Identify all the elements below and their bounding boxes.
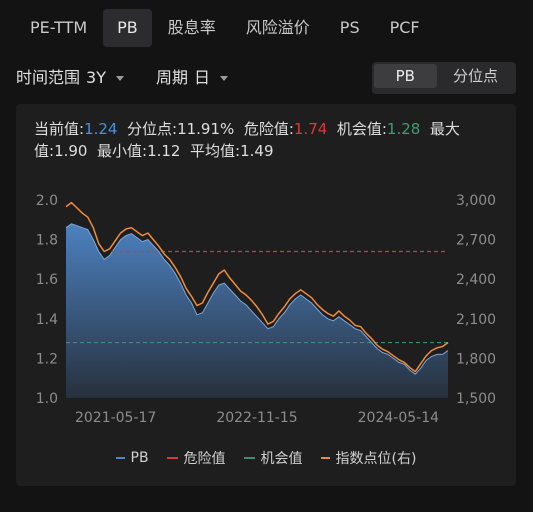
x-tick-label: 2021-05-17 [75,410,156,426]
legend-swatch-chance [243,457,255,459]
tab-ps[interactable]: PS [339,18,360,37]
y-right-tick-label: 2,100 [456,312,496,328]
y-left-tick-label: 1.6 [36,272,58,288]
period-label: 周期 [156,68,189,87]
x-tick-label: 2022-11-15 [216,410,297,426]
legend-swatch-pb [115,457,125,459]
filter-row: 时间范围 3Y 周期日 PB 分位点 [16,62,516,94]
y-left-tick-label: 2.0 [36,193,58,209]
legend-item-index: 指数点位(右) [320,448,417,468]
tab-pb[interactable]: PB [103,9,152,47]
time-range-value: 3Y [86,68,106,87]
tab-pcf[interactable]: PCF [389,18,420,37]
danger-value: 1.74 [293,120,328,138]
legend-item-danger: 危险值 [166,448,226,468]
toggle-pb[interactable]: PB [373,64,437,88]
tab-pe-ttm[interactable]: PE-TTM [30,18,88,37]
legend-label-pb: PB [130,450,149,466]
toggle-percentile[interactable]: 分位点 [452,67,498,85]
stats-summary: 当前值:1.24 分位点:11.91% 危险值:1.74 机会值:1.28 最大… [34,118,504,162]
y-left-tick-label: 1.2 [36,351,58,367]
min-value: 1.12 [147,142,181,160]
y-right-tick-label: 1,500 [456,391,496,407]
legend-swatch-index [320,457,330,459]
y-left-tick-label: 1.0 [36,391,58,407]
time-range-label: 时间范围 [16,68,81,87]
chance-label: 机会值: [336,120,387,138]
legend-item-pb: PB [115,448,149,468]
max-value: 1.90 [54,142,88,160]
current-label: 当前值: [34,120,85,138]
x-tick-label: 2024-05-14 [358,410,439,426]
min-label: 最小值: [97,142,148,160]
y-right-tick-label: 1,800 [456,351,496,367]
chevron-down-icon [115,76,124,81]
tab-dividend-yield[interactable]: 股息率 [167,18,216,37]
time-range-dropdown[interactable]: 时间范围 3Y [16,62,124,94]
danger-label: 危险值: [243,120,294,138]
y-left-tick-label: 1.8 [36,233,58,249]
legend-label-index: 指数点位(右) [335,451,417,467]
pb-area [66,223,448,398]
chart-legend: PB 危险值 机会值 指数点位(右) [16,448,516,468]
percentile-value: 11.91% [177,120,235,138]
legend-label-danger: 危险值 [183,451,226,467]
current-value: 1.24 [84,120,118,138]
percentile-label: 分位点: [127,120,178,138]
y-left-tick-label: 1.4 [36,312,58,328]
legend-label-chance: 机会值 [260,451,303,467]
tab-bar: PE-TTM PB 股息率 风险溢价 PS PCF [16,8,516,48]
y-right-tick-label: 3,000 [456,193,496,209]
avg-value: 1.49 [240,142,274,160]
period-value: 日 [194,68,211,87]
chance-value: 1.28 [386,120,421,138]
pb-chart: 1.0 1.2 1.4 1.6 1.8 2.0 1,500 1,800 2,100 2,400 2,… [36,193,496,426]
tab-risk-premium[interactable]: 风险溢价 [245,18,310,37]
y-right-tick-label: 2,700 [456,233,496,249]
chart-card: 当前值:1.24 分位点:11.91% 危险值:1.74 机会值:1.28 最大… [16,104,516,486]
index-line [65,201,449,373]
view-toggle: PB 分位点 [371,62,516,94]
period-dropdown[interactable]: 周期日 [156,62,229,94]
chevron-down-icon [220,76,229,81]
avg-label: 平均值: [190,142,241,160]
max-label: 最大值: [34,120,460,160]
y-right-tick-label: 2,400 [456,272,496,288]
legend-item-chance: 机会值 [243,448,303,468]
pb-line [65,223,449,375]
legend-swatch-danger [166,457,178,459]
